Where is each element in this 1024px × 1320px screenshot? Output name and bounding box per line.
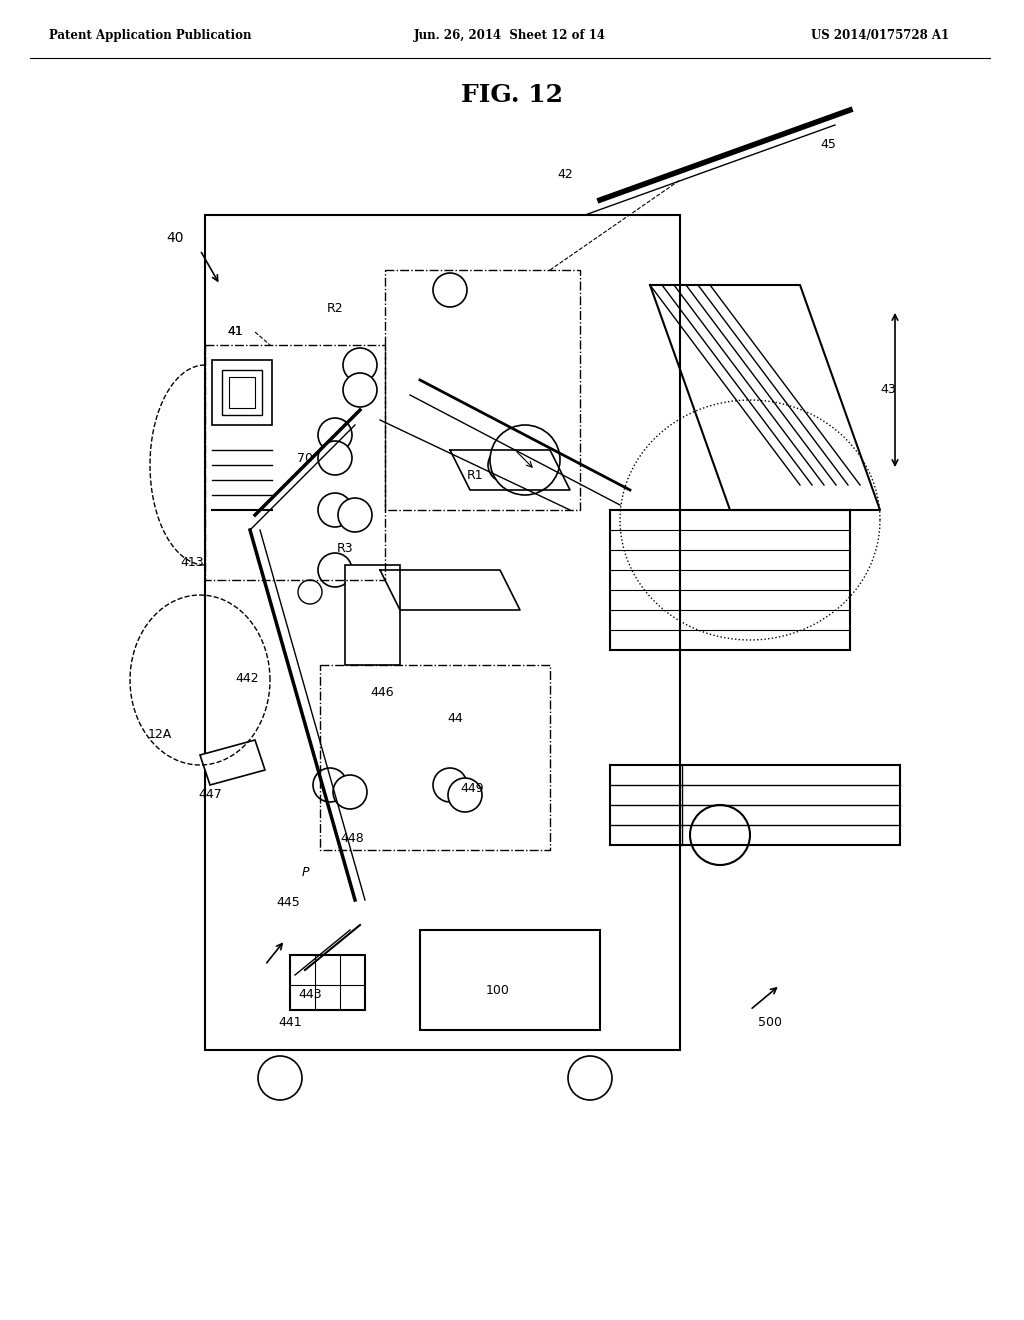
Text: 448: 448 xyxy=(340,832,364,845)
Text: 441: 441 xyxy=(279,1015,302,1028)
Circle shape xyxy=(490,425,560,495)
Circle shape xyxy=(690,805,750,865)
Bar xyxy=(345,565,400,665)
Circle shape xyxy=(258,1056,302,1100)
Text: R2: R2 xyxy=(327,301,343,314)
Circle shape xyxy=(333,775,367,809)
Text: FIG. 12: FIG. 12 xyxy=(461,83,563,107)
Circle shape xyxy=(488,447,522,482)
Bar xyxy=(222,370,262,414)
Text: 44: 44 xyxy=(447,711,463,725)
Text: 41: 41 xyxy=(227,326,243,338)
Text: 449: 449 xyxy=(460,781,483,795)
Circle shape xyxy=(318,418,352,451)
Circle shape xyxy=(568,1056,612,1100)
Text: P: P xyxy=(301,866,309,879)
Polygon shape xyxy=(200,741,265,785)
Circle shape xyxy=(343,348,377,381)
Circle shape xyxy=(433,273,467,308)
Bar xyxy=(229,378,255,408)
Text: 41: 41 xyxy=(227,326,243,338)
Circle shape xyxy=(338,498,372,532)
Circle shape xyxy=(298,579,322,605)
Circle shape xyxy=(343,374,377,407)
Circle shape xyxy=(318,441,352,475)
Text: Patent Application Publication: Patent Application Publication xyxy=(49,29,251,41)
Text: 43: 43 xyxy=(880,384,896,396)
Bar xyxy=(290,954,365,1010)
Circle shape xyxy=(433,768,467,803)
Text: 45: 45 xyxy=(820,139,836,152)
Bar xyxy=(420,931,600,1030)
Bar xyxy=(205,215,680,1049)
Text: R1: R1 xyxy=(467,469,483,482)
Text: US 2014/0175728 A1: US 2014/0175728 A1 xyxy=(811,29,949,41)
Circle shape xyxy=(318,553,352,587)
Text: 12A: 12A xyxy=(147,729,172,742)
Text: 446: 446 xyxy=(371,685,394,698)
Text: 443: 443 xyxy=(298,989,322,1002)
Text: 442: 442 xyxy=(236,672,259,685)
Circle shape xyxy=(449,777,482,812)
Text: 413: 413 xyxy=(180,557,204,569)
Text: 500: 500 xyxy=(758,1015,782,1028)
Circle shape xyxy=(313,768,347,803)
Text: Jun. 26, 2014  Sheet 12 of 14: Jun. 26, 2014 Sheet 12 of 14 xyxy=(414,29,606,41)
Circle shape xyxy=(318,492,352,527)
Text: 42: 42 xyxy=(557,169,572,181)
Text: 100: 100 xyxy=(486,983,510,997)
Text: 70: 70 xyxy=(297,451,313,465)
Text: 447: 447 xyxy=(198,788,222,801)
Text: 40: 40 xyxy=(166,231,183,246)
Text: R3: R3 xyxy=(337,541,353,554)
Bar xyxy=(212,360,272,425)
Text: 445: 445 xyxy=(276,896,300,909)
